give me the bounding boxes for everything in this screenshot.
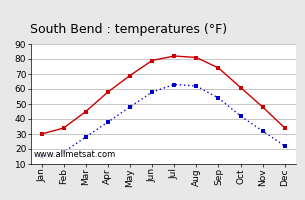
Text: www.allmetsat.com: www.allmetsat.com [33,150,115,159]
Text: South Bend : temperatures (°F): South Bend : temperatures (°F) [30,23,228,36]
